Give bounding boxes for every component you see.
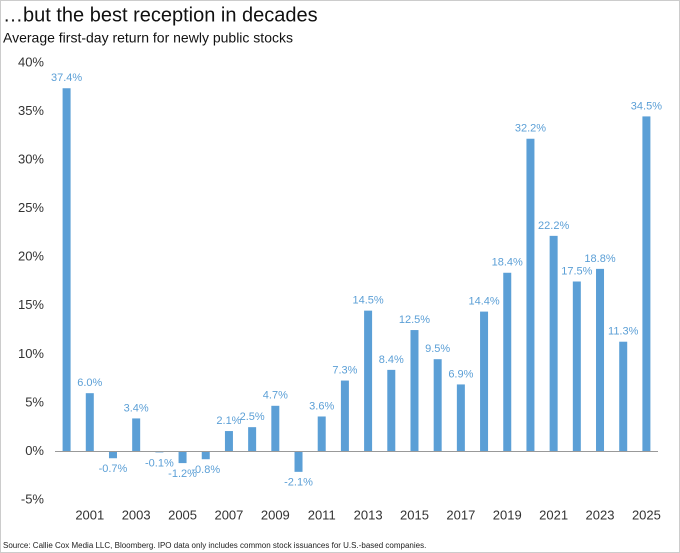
y-tick-label: 0% [25, 443, 44, 458]
value-label: 18.8% [584, 253, 615, 265]
value-label: 2.5% [240, 411, 265, 423]
bar [480, 311, 489, 452]
value-label: 22.2% [538, 220, 569, 232]
value-label: 32.2% [515, 123, 546, 135]
y-tick-label: 35% [18, 103, 44, 118]
chart-title: …but the best reception in decades [3, 4, 318, 26]
bar [132, 418, 141, 452]
value-label: -1.2% [168, 468, 197, 480]
y-tick-label: -5% [21, 491, 45, 506]
x-tick-label: 2001 [75, 507, 104, 522]
y-tick-label: 40% [18, 54, 44, 69]
value-label: 11.3% [608, 326, 639, 338]
value-label: -0.8% [191, 464, 220, 476]
bar [503, 272, 512, 452]
bar [387, 369, 396, 452]
bar [294, 451, 303, 472]
bar [433, 359, 442, 452]
x-tick-label: 2015 [400, 507, 429, 522]
chart-subtitle: Average first-day return for newly publi… [3, 30, 293, 46]
value-label: 34.5% [631, 100, 662, 112]
value-label: 8.4% [379, 354, 404, 366]
bar [201, 451, 210, 460]
value-label: -2.1% [284, 477, 313, 489]
value-label: 37.4% [51, 72, 82, 84]
value-label: 18.4% [492, 257, 523, 269]
bar [178, 451, 187, 464]
x-tick-label: 2003 [122, 507, 151, 522]
bar [364, 310, 373, 452]
y-tick-label: 30% [18, 152, 44, 167]
y-tick-label: 20% [18, 249, 44, 264]
bar [62, 88, 71, 452]
value-label: 2.1% [216, 415, 241, 427]
bar [410, 330, 419, 452]
source-note: Source: Callie Cox Media LLC, Bloomberg.… [3, 541, 426, 550]
value-label: 4.7% [263, 390, 288, 402]
x-tick-label: 2017 [446, 507, 475, 522]
value-label: -0.1% [145, 457, 174, 469]
x-tick-label: 2013 [354, 507, 383, 522]
value-label: 6.9% [448, 368, 473, 380]
y-tick-label: 25% [18, 200, 44, 215]
bar [271, 405, 280, 452]
value-label: 3.6% [309, 400, 334, 412]
y-tick-label: 10% [18, 346, 44, 361]
value-label: 14.4% [468, 296, 499, 308]
value-label: 7.3% [332, 364, 357, 376]
bar [456, 384, 465, 452]
x-tick-label: 2025 [632, 507, 661, 522]
x-tick-label: 2023 [586, 507, 615, 522]
bar [224, 431, 233, 452]
bar [549, 235, 558, 452]
x-tick-label: 2007 [214, 507, 243, 522]
bar [596, 268, 605, 452]
bar [248, 427, 257, 452]
value-label: -0.7% [99, 463, 128, 475]
bar [526, 138, 535, 452]
x-tick-label: 2005 [168, 507, 197, 522]
x-tick-label: 2011 [308, 507, 336, 522]
value-label: 3.4% [124, 402, 149, 414]
value-label: 17.5% [561, 265, 592, 277]
value-label: 14.5% [352, 295, 383, 307]
bar [108, 451, 117, 459]
x-tick-label: 2021 [539, 507, 568, 522]
value-label: 12.5% [399, 314, 430, 326]
bar [317, 416, 326, 452]
value-label: 9.5% [425, 343, 450, 355]
bar [572, 281, 581, 452]
bar [340, 380, 349, 452]
x-tick-label: 2009 [261, 507, 290, 522]
y-tick-label: 15% [18, 297, 44, 312]
bar [619, 341, 628, 452]
bar [85, 393, 94, 452]
x-tick-label: 2019 [493, 507, 522, 522]
y-tick-label: 5% [25, 394, 44, 409]
value-label: 6.0% [77, 377, 102, 389]
bar [642, 116, 651, 452]
